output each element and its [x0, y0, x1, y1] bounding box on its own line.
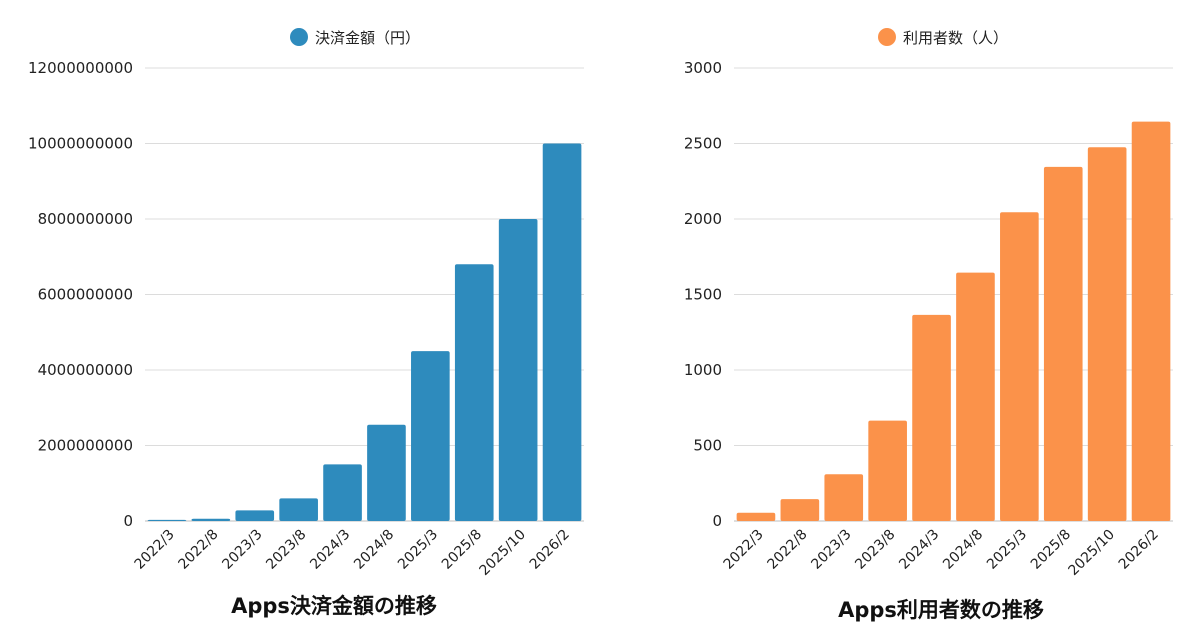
x-tick-label: 2026/2: [1116, 527, 1162, 573]
legend: 決済金額（円）: [290, 28, 420, 47]
y-tick-label: 12000000000: [28, 59, 133, 77]
bar: [1087, 147, 1127, 521]
bar: [147, 519, 187, 521]
y-tick-label: 4000000000: [38, 361, 133, 379]
y-tick-label: 10000000000: [28, 135, 133, 153]
y-tick-label: 2500: [684, 135, 722, 153]
bar: [498, 219, 538, 521]
bar: [912, 314, 951, 521]
bar: [542, 143, 582, 521]
bar: [279, 498, 318, 521]
x-tick-label: 2024/3: [896, 527, 942, 573]
chart-title: Apps利用者数の推移: [838, 598, 1044, 622]
y-tick-label: 8000000000: [38, 210, 133, 228]
x-tick-label: 2025/3: [984, 527, 1030, 573]
bar: [868, 420, 907, 521]
x-tick-label: 2025/10: [1066, 527, 1118, 579]
y-tick-label: 0: [123, 512, 133, 530]
legend-swatch: [878, 28, 896, 46]
bar: [235, 510, 275, 521]
x-tick-label: 2023/8: [852, 527, 898, 573]
x-tick-label: 2025/3: [395, 527, 441, 573]
x-tick-label: 2023/3: [219, 527, 265, 573]
bar: [956, 272, 995, 521]
bar: [411, 351, 450, 521]
y-tick-label: 1500: [684, 286, 722, 304]
y-tick-label: 500: [693, 437, 722, 455]
legend: 利用者数（人）: [878, 28, 1008, 47]
y-tick-label: 1000: [684, 361, 722, 379]
bar: [454, 264, 494, 521]
bar: [1043, 166, 1083, 521]
x-tick-label: 2024/8: [940, 527, 986, 573]
x-tick-label: 2023/3: [808, 527, 854, 573]
legend-label: 決済金額（円）: [315, 29, 420, 47]
y-tick-label: 2000000000: [38, 437, 133, 455]
legend-swatch: [290, 28, 308, 46]
bar: [824, 474, 864, 521]
bar: [367, 424, 406, 521]
bar: [323, 464, 362, 521]
x-tick-label: 2022/3: [132, 527, 178, 573]
y-tick-label: 3000: [684, 59, 722, 77]
x-tick-label: 2023/8: [263, 527, 309, 573]
x-tick-label: 2024/8: [351, 527, 397, 573]
bar: [1131, 121, 1171, 521]
chart-payment-amount: 0 2000000000 4000000000 6000000000 800000000…: [28, 28, 584, 618]
x-tick-label: 2024/3: [307, 527, 353, 573]
bar: [191, 518, 231, 521]
chart-title: Apps決済金額の推移: [231, 594, 437, 618]
y-tick-label: 2000: [684, 210, 722, 228]
y-tick-label: 0: [712, 512, 722, 530]
x-tick-label: 2025/10: [477, 527, 529, 579]
legend-label: 利用者数（人）: [903, 29, 1008, 47]
x-tick-label: 2022/8: [176, 527, 222, 573]
y-tick-label: 6000000000: [38, 286, 133, 304]
bar: [780, 499, 820, 521]
x-tick-label: 2026/2: [527, 527, 573, 573]
bar: [736, 512, 776, 521]
chart-user-count: 0500100015002000250030002022/32022/82023…: [684, 28, 1173, 622]
x-tick-label: 2022/3: [721, 527, 767, 573]
x-tick-label: 2022/8: [765, 527, 811, 573]
bar: [1000, 212, 1039, 521]
